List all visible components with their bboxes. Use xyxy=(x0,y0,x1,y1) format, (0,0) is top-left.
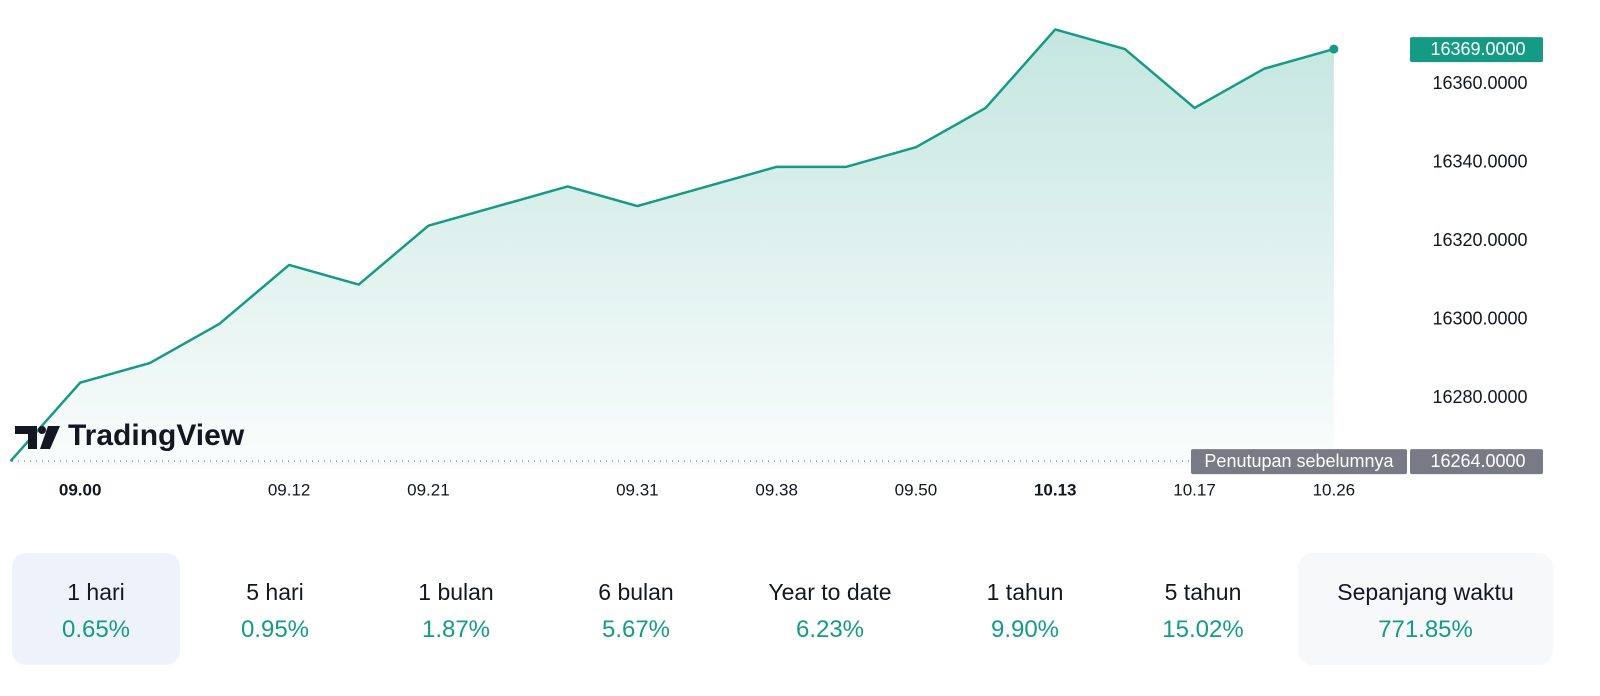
period-button[interactable]: 5 tahun 15.02% xyxy=(1120,553,1286,665)
x-tick-label: 09.00 xyxy=(59,480,102,499)
period-label: Year to date xyxy=(768,579,892,605)
last-point xyxy=(1329,44,1339,54)
x-tick-label: 10.17 xyxy=(1173,480,1216,499)
period-label: 5 tahun xyxy=(1164,579,1242,605)
y-tick-label: 16300.0000 xyxy=(1432,309,1527,329)
x-tick-label: 09.12 xyxy=(268,480,311,499)
period-button[interactable]: 1 bulan 1.87% xyxy=(370,553,542,665)
period-change: 771.85% xyxy=(1378,616,1473,643)
y-tick-label: 16320.0000 xyxy=(1432,230,1527,250)
period-button[interactable]: Sepanjang waktu 771.85% xyxy=(1298,553,1553,665)
period-change: 1.87% xyxy=(421,616,491,643)
period-change: 5.67% xyxy=(601,616,671,643)
x-tick-label: 10.13 xyxy=(1034,480,1077,499)
period-button[interactable]: 1 tahun 9.90% xyxy=(940,553,1110,665)
logo: TradingView xyxy=(15,419,245,452)
y-tick-label: 16280.0000 xyxy=(1432,387,1527,407)
period-change: 6.23% xyxy=(795,616,865,643)
period-button[interactable]: Year to date 6.23% xyxy=(730,553,930,665)
previous-close-tag xyxy=(1191,449,1407,475)
line xyxy=(9,28,1335,462)
x-tick-label: 09.38 xyxy=(755,480,798,499)
period-label: 1 hari xyxy=(67,579,125,605)
previous-close-label: Penutupan sebelumnya xyxy=(1204,451,1394,471)
x-tick-label: 10.26 xyxy=(1313,480,1356,499)
area-fill xyxy=(10,29,1334,470)
period-button[interactable]: 5 hari 0.95% xyxy=(190,553,360,665)
period-label: 1 bulan xyxy=(418,579,494,605)
previous-close-value: 16264.0000 xyxy=(1430,451,1525,471)
y-tick-label: 16340.0000 xyxy=(1432,152,1527,172)
period-row: 1 hari 0.65% 5 hari 0.95% 1 bulan 1.87% 6 bula… xyxy=(0,553,1600,665)
x-tick-label: 09.21 xyxy=(407,480,450,499)
period-button[interactable]: 6 bulan 5.67% xyxy=(550,553,722,665)
chart: 16280.0000 16300.0000 16320.0000 16340.0000… xyxy=(9,28,1543,499)
watermark: TradingView xyxy=(68,419,245,452)
period-label: 1 tahun xyxy=(986,579,1064,605)
last-value-label: 16369.0000 xyxy=(1430,39,1525,59)
previous-close-value-tag xyxy=(1410,449,1543,475)
period-change: 0.95% xyxy=(240,616,310,643)
x-tick-label: 09.31 xyxy=(616,480,659,499)
y-tick-label: 16360.0000 xyxy=(1432,73,1527,93)
period-label: Sepanjang waktu xyxy=(1337,579,1514,605)
period-change: 9.90% xyxy=(990,616,1060,643)
last-value-tag xyxy=(1410,37,1543,63)
period-change: 15.02% xyxy=(1162,616,1244,643)
period-label: 6 bulan xyxy=(598,579,674,605)
period-button[interactable]: 1 hari 0.65% xyxy=(12,553,180,665)
period-label: 5 hari xyxy=(246,579,304,605)
x-tick-label: 09.50 xyxy=(895,480,938,499)
period-change: 0.65% xyxy=(61,616,131,643)
